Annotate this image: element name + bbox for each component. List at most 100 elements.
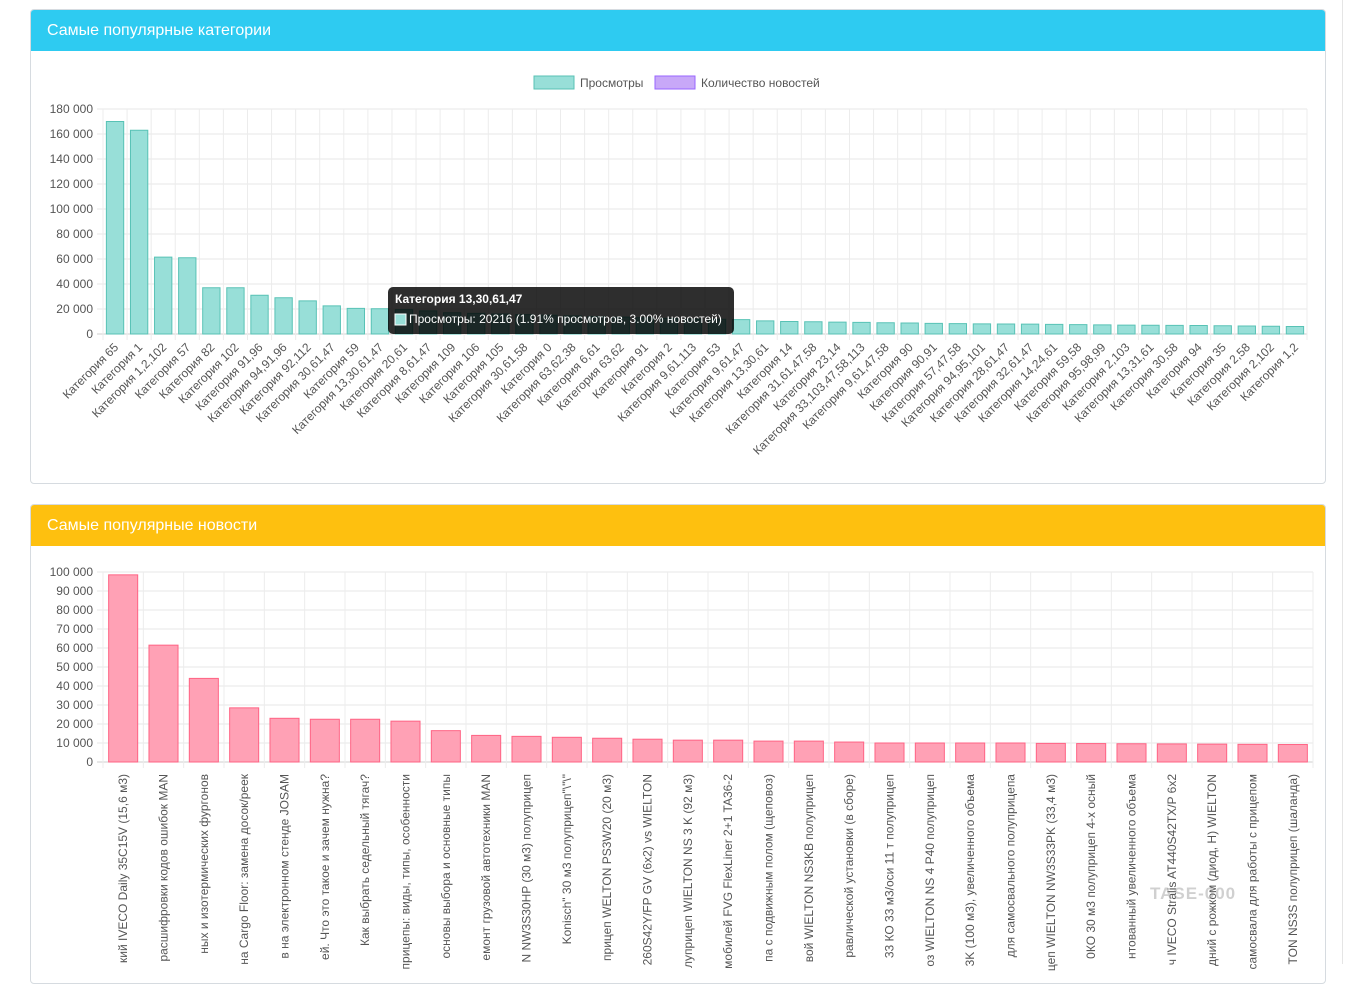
y-tick-label: 90 000 bbox=[56, 584, 93, 598]
x-tick-label: дний с рожком (диод, Н) WIELTON bbox=[1205, 774, 1219, 966]
bar[interactable] bbox=[430, 730, 461, 763]
tooltip-swatch bbox=[394, 313, 407, 326]
bar[interactable] bbox=[793, 740, 824, 763]
bar[interactable] bbox=[1237, 743, 1268, 763]
y-tick-label: 0 bbox=[86, 327, 93, 341]
panel-popular-news: Самые популярные новости 0 10 000 20 000 30… bbox=[30, 504, 1326, 984]
bar[interactable] bbox=[972, 323, 992, 335]
news-chart[interactable]: 0 10 000 20 000 30 000 40 000 50 000 60 000 70 … bbox=[31, 546, 1326, 984]
bar[interactable] bbox=[1069, 324, 1088, 335]
bar[interactable] bbox=[148, 644, 179, 763]
bar[interactable] bbox=[229, 707, 260, 763]
bar[interactable] bbox=[1213, 325, 1232, 335]
x-tick-label: на Cargo Floor: замена досок/реек bbox=[237, 773, 251, 964]
bar[interactable] bbox=[346, 307, 366, 335]
bar[interactable] bbox=[995, 742, 1026, 763]
bar[interactable] bbox=[914, 742, 945, 763]
y-tick-label: 80 000 bbox=[56, 227, 93, 241]
y-tick-label: 20 000 bbox=[56, 302, 93, 316]
bar[interactable] bbox=[309, 718, 340, 763]
bar[interactable] bbox=[322, 305, 341, 335]
bar[interactable] bbox=[269, 717, 300, 763]
x-tick-label: оз WIELTON NS 4 P40 полуприцеп bbox=[923, 774, 937, 967]
bar[interactable] bbox=[1285, 326, 1305, 335]
x-tick-label: луприцеп WIELTON NS 3 K (92 м3) bbox=[681, 774, 695, 968]
x-tick-label: Konisch" 30 м3 полуприцеп"\"\" bbox=[560, 774, 574, 944]
bar[interactable] bbox=[1093, 324, 1112, 335]
bar[interactable] bbox=[1156, 743, 1187, 763]
bar[interactable] bbox=[996, 323, 1016, 335]
bar[interactable] bbox=[876, 322, 895, 335]
bar[interactable] bbox=[713, 739, 744, 763]
bar[interactable] bbox=[551, 736, 582, 763]
bar[interactable] bbox=[672, 739, 703, 763]
bar[interactable] bbox=[1277, 744, 1308, 763]
bar[interactable] bbox=[1035, 742, 1066, 763]
bar[interactable] bbox=[274, 297, 293, 335]
legend-label-views[interactable]: Просмотры bbox=[580, 76, 643, 90]
categories-chart-area: Просмотры Количество новостей 0 20 000 40 00… bbox=[31, 51, 1326, 484]
bar[interactable] bbox=[178, 257, 197, 335]
legend-swatch-views[interactable] bbox=[533, 75, 575, 90]
bar[interactable] bbox=[1189, 325, 1208, 335]
bar[interactable] bbox=[108, 574, 139, 763]
bar[interactable] bbox=[1261, 325, 1281, 335]
bar[interactable] bbox=[471, 734, 502, 763]
panel-popular-categories: Самые популярные категории Просмотры Коли… bbox=[30, 9, 1326, 484]
bar[interactable] bbox=[511, 735, 542, 763]
bar[interactable] bbox=[780, 321, 799, 335]
bar[interactable] bbox=[105, 121, 125, 335]
bar[interactable] bbox=[632, 738, 663, 763]
bar[interactable] bbox=[370, 308, 390, 335]
y-tick-label: 180 000 bbox=[50, 102, 94, 116]
categories-chart[interactable]: Просмотры Количество новостей 0 20 000 40 00… bbox=[31, 51, 1326, 484]
y-tick-label: 160 000 bbox=[50, 127, 94, 141]
bar[interactable] bbox=[390, 720, 421, 763]
bar[interactable] bbox=[592, 737, 623, 763]
bar[interactable] bbox=[1117, 324, 1136, 335]
bar[interactable] bbox=[924, 322, 943, 335]
x-tick-label: 33 КО 33 м3/оси 11 т полуприцеп bbox=[883, 774, 897, 958]
bar[interactable] bbox=[955, 742, 986, 763]
panel-heading-categories: Самые популярные категории bbox=[31, 10, 1325, 51]
bar[interactable] bbox=[154, 256, 173, 335]
bar[interactable] bbox=[1020, 323, 1040, 335]
x-tick-label: ных и изотермических фургонов bbox=[197, 774, 211, 954]
x-tick-label: самосвала для работы с прицепом bbox=[1246, 774, 1260, 970]
bar[interactable] bbox=[202, 287, 221, 335]
bar[interactable] bbox=[1116, 743, 1147, 763]
chart-legend: Просмотры Количество новостей bbox=[533, 75, 820, 90]
tooltip-box bbox=[388, 287, 734, 334]
bar[interactable] bbox=[1197, 743, 1228, 763]
y-tick-label: 10 000 bbox=[56, 736, 93, 750]
tooltip-title: Категория 13,30,61,47 bbox=[395, 292, 523, 306]
bar[interactable] bbox=[828, 321, 847, 335]
bar[interactable] bbox=[1237, 325, 1256, 335]
bar[interactable] bbox=[1141, 324, 1160, 335]
x-tick-label: N NW3S30HP (30 м3) полуприцеп bbox=[520, 774, 534, 962]
bar[interactable] bbox=[731, 319, 751, 335]
bar[interactable] bbox=[1165, 324, 1184, 335]
bar[interactable] bbox=[852, 321, 871, 335]
bar[interactable] bbox=[1044, 323, 1064, 335]
x-tick-label: для самосвального полуприцепа bbox=[1004, 774, 1018, 958]
bar[interactable] bbox=[226, 287, 245, 335]
bar[interactable] bbox=[900, 322, 919, 335]
legend-swatch-news[interactable] bbox=[654, 75, 696, 90]
bar[interactable] bbox=[756, 320, 775, 335]
legend-label-news[interactable]: Количество новостей bbox=[701, 76, 820, 90]
bar[interactable] bbox=[948, 323, 968, 335]
bar[interactable] bbox=[350, 718, 381, 763]
bar[interactable] bbox=[874, 742, 905, 763]
bar[interactable] bbox=[250, 294, 269, 335]
bar[interactable] bbox=[298, 300, 317, 335]
bar[interactable] bbox=[1076, 743, 1107, 763]
y-tick-label: 40 000 bbox=[56, 679, 93, 693]
bar[interactable] bbox=[129, 129, 149, 335]
x-tick-label: основы выбора и основные типы bbox=[439, 774, 453, 959]
bar[interactable] bbox=[753, 740, 784, 763]
y-tick-label: 20 000 bbox=[56, 717, 93, 731]
bar[interactable] bbox=[834, 741, 865, 763]
bar[interactable] bbox=[188, 677, 219, 763]
bar[interactable] bbox=[804, 321, 823, 335]
